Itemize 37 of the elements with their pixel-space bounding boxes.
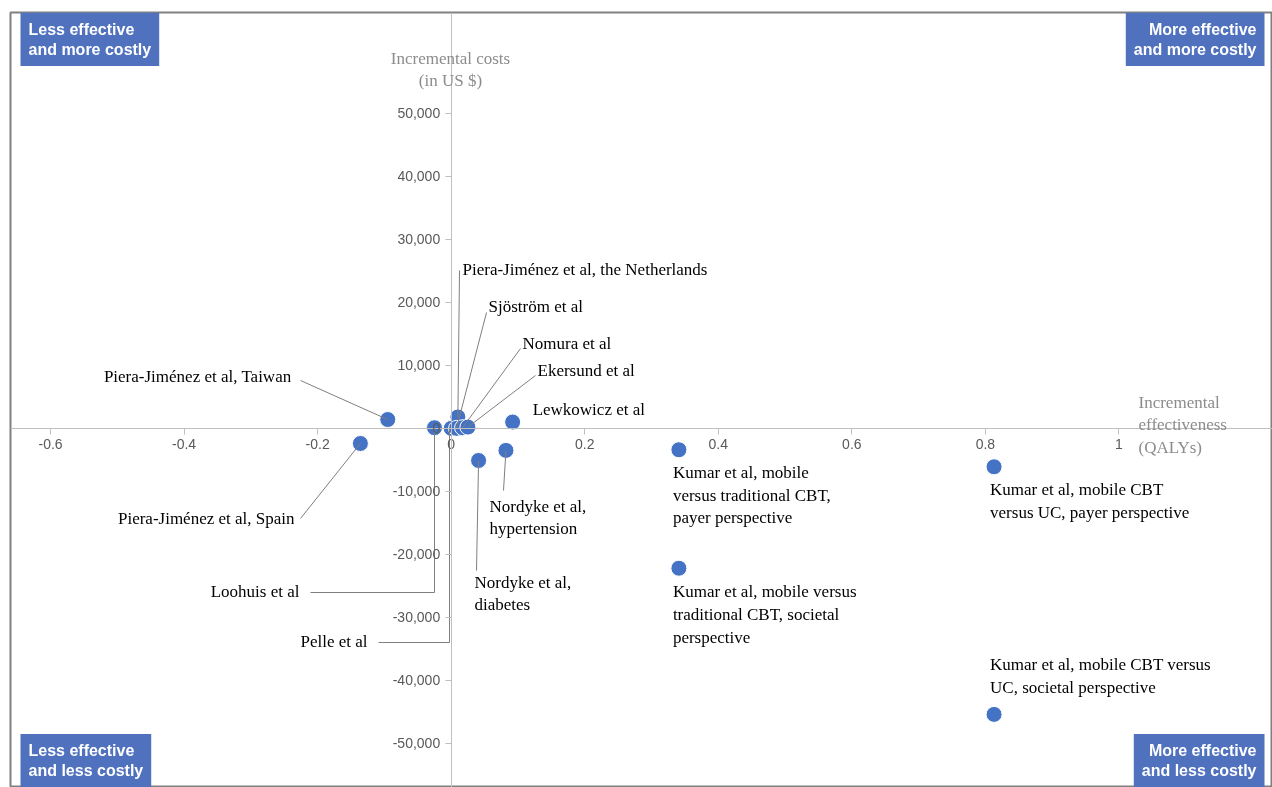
y-tick-label: 30,000 <box>397 231 441 248</box>
x-tick-label: 0.6 <box>842 436 862 453</box>
y-tick-label: 10,000 <box>397 357 441 374</box>
annotation: Kumar et al, mobile CBT versus UC, payer perspective <box>990 479 1190 522</box>
y-tick-label: 20,000 <box>397 294 441 311</box>
x-tick-label: -0.2 <box>305 436 330 453</box>
y-tick-label: 50,000 <box>397 105 441 122</box>
annotation: Less effective and more costly <box>28 20 152 58</box>
annotation: Piera-Jiménez et al, Taiwan <box>103 366 292 386</box>
annotation: Sjöström et al <box>488 296 584 316</box>
y-tick-label: 40,000 <box>397 168 441 185</box>
annotation: More effective and more costly <box>1133 20 1257 58</box>
x-tick-label: 0.4 <box>708 436 729 453</box>
annotation: Kumar et al, mobile versus traditional CBT, societal perspective <box>672 582 857 647</box>
annotation: Ekersund et al <box>537 360 636 380</box>
annotation: Piera-Jiménez et al, Spain <box>117 508 295 528</box>
annotation: Loohuis et al <box>210 581 300 601</box>
x-tick-label: 1 <box>1115 436 1124 453</box>
y-tick-label: -50,000 <box>392 735 441 752</box>
annotation: Nordyke et al, hypertension <box>489 496 587 539</box>
x-axis-title: Incremental effectiveness (QALYs) <box>1138 392 1227 458</box>
x-tick-label: -0.4 <box>172 436 197 453</box>
annotation: Kumar et al, mobile versus traditional CBT, payer perspective <box>672 462 831 528</box>
annotation: Kumar et al, mobile CBT versus UC, societal perspective <box>990 655 1211 698</box>
y-axis-title: Incremental costs (in US $) <box>390 48 511 91</box>
x-tick-label: -0.6 <box>38 436 63 453</box>
annotation: More effective and less costly <box>1141 742 1257 780</box>
annotation: Piera-Jiménez et al, the Netherlands <box>462 259 708 279</box>
y-tick-label: -40,000 <box>392 672 441 689</box>
annotation: Pelle et al <box>300 631 368 651</box>
annotation: Lewkowicz et al <box>532 400 646 420</box>
annotation: Nordyke et al, diabetes <box>474 572 572 615</box>
x-tick-label: 0.8 <box>975 436 996 453</box>
annotation: Nomura et al <box>522 333 612 353</box>
y-tick-label: -30,000 <box>392 609 441 626</box>
x-tick-label: 0.2 <box>575 436 595 453</box>
annotation: Less effective and less costly <box>28 742 144 780</box>
